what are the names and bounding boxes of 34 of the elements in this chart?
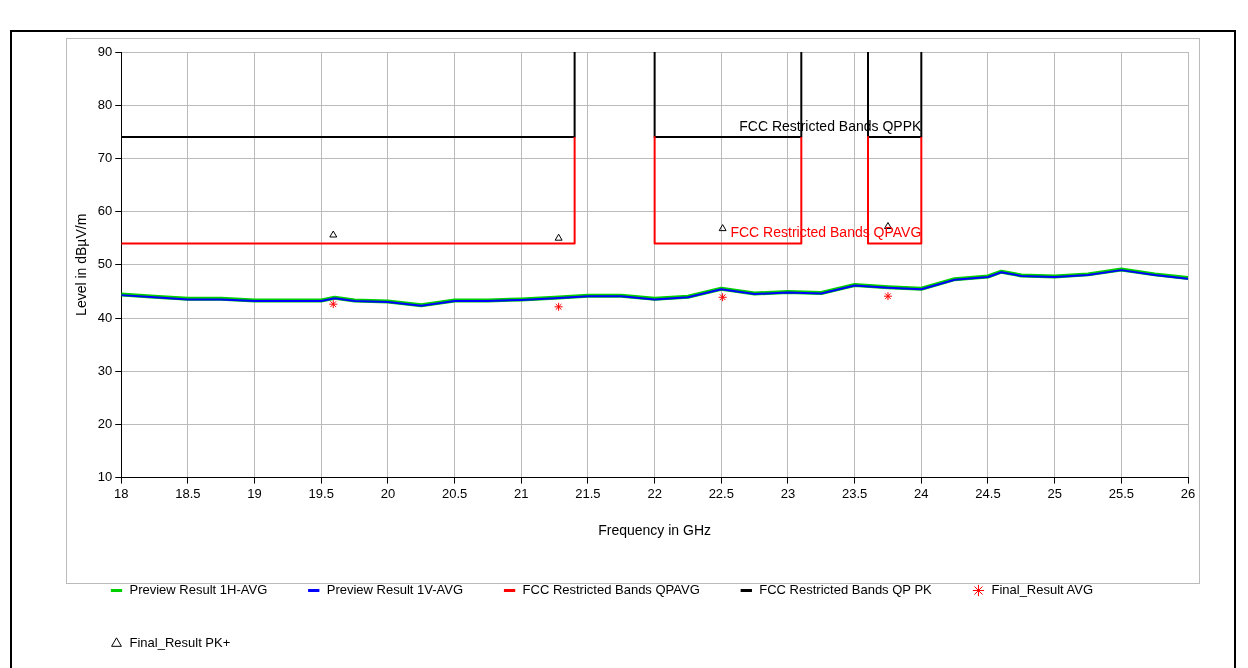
legend-label: FCC Restricted Bands QPAVG: [522, 582, 700, 598]
y-tick-label: 50: [97, 256, 113, 272]
y-tick-label: 10: [97, 469, 113, 485]
x-tick-label: 19: [247, 485, 262, 501]
x-tick-label: 20: [380, 485, 396, 501]
x-tick-label: 24: [914, 485, 929, 501]
y-tick-label: 60: [97, 203, 113, 219]
y-tick-label: 40: [97, 309, 113, 325]
x-axis-title: Frequency in GHz: [598, 522, 712, 539]
y-tick-label: 70: [97, 149, 113, 165]
legend-label: Final_Result PK+: [129, 635, 231, 651]
legend-label: Preview Result 1V-AVG: [326, 582, 464, 598]
x-tick-label: 25.5: [1108, 485, 1134, 501]
x-tick-label: 20.5: [441, 485, 468, 501]
y-tick-label: 80: [97, 96, 113, 112]
x-tick-label: 18: [114, 485, 129, 501]
x-tick-label: 23: [780, 485, 796, 501]
x-tick-label: 21.5: [575, 485, 601, 501]
x-tick-label: 23.5: [841, 485, 868, 501]
y-tick-label: 90: [97, 43, 113, 59]
legend-label: FCC Restricted Bands QP PK: [759, 582, 933, 598]
x-tick-label: 22.5: [708, 485, 734, 501]
y-tick-label: 30: [97, 362, 113, 378]
x-tick-label: 24.5: [975, 485, 1001, 501]
y-tick-label: 20: [97, 415, 113, 431]
legend-label: Final_Result AVG: [991, 582, 1094, 598]
x-tick-label: 21: [514, 485, 529, 501]
x-tick-label: 19.5: [308, 485, 334, 501]
x-tick-label: 22: [647, 485, 662, 501]
x-tick-label: 25: [1047, 485, 1062, 501]
legend-label: Preview Result 1H-AVG: [129, 582, 268, 598]
y-axis-title: Level in dBµV/m: [73, 213, 90, 316]
x-tick-label: 18.5: [175, 485, 201, 501]
x-tick-label: 26: [1180, 485, 1196, 501]
